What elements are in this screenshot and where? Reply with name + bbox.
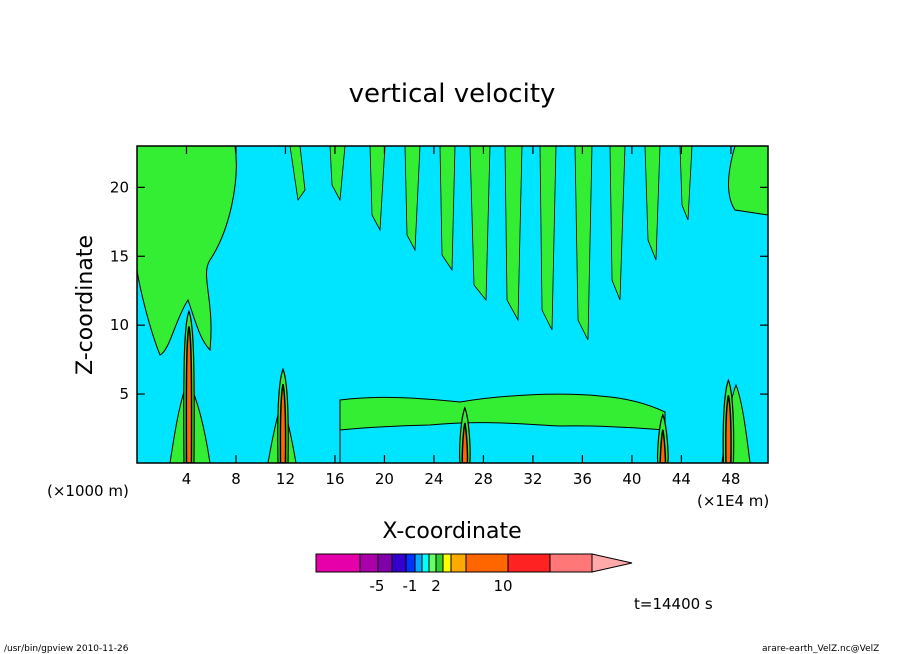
x-axis-label: X-coordinate	[382, 519, 521, 544]
colorbar-cell	[442, 553, 452, 573]
colorbar-cell	[315, 553, 361, 573]
updraft-core	[659, 429, 667, 463]
y-tick-label: 10	[110, 316, 129, 334]
x-tick-label: 36	[573, 470, 592, 488]
colorbar-cell	[507, 553, 551, 573]
x-tick-label: 44	[672, 470, 691, 488]
colorbar-cell	[414, 553, 423, 573]
colorbar-arrow	[591, 553, 633, 573]
green-lobe-right	[728, 146, 768, 216]
colorbar-cell	[549, 553, 593, 573]
colorbar-cell	[450, 553, 467, 573]
y-tick-label: 20	[110, 178, 129, 196]
x-tick-label: 48	[721, 470, 740, 488]
footer-right: arare-earth_VelZ.nc@VelZ	[762, 644, 879, 654]
x-tick-label: 20	[375, 470, 394, 488]
chart-title: vertical velocity	[349, 79, 556, 109]
colorbar-cell	[435, 553, 444, 573]
footer-left: /usr/bin/gpview 2010-11-26	[4, 644, 129, 654]
colorbar-cell	[377, 553, 393, 573]
plot-area	[136, 145, 769, 464]
updraft-cores	[183, 309, 735, 463]
green-lobe-left	[137, 146, 237, 356]
x-tick-label: 8	[231, 470, 241, 488]
colorbar-cell	[428, 553, 437, 573]
time-label: t=14400 s	[634, 595, 713, 613]
contour-layer	[137, 146, 768, 463]
green-top-streaks	[289, 146, 693, 341]
x-tick-label: 32	[523, 470, 542, 488]
updraft-core	[725, 395, 732, 463]
y-tick-label: 15	[110, 247, 129, 265]
colorbar-cell	[359, 553, 379, 573]
colorbar-cell	[391, 553, 407, 573]
x-tick-label: 24	[424, 470, 443, 488]
colorbar-labels: -5 -1 2 10	[370, 577, 513, 595]
y-tick-label: 5	[119, 385, 129, 403]
x-axis: 4 8 12 16 20 24 28 32 36 40 44 48	[182, 146, 740, 488]
colorbar-label: 10	[493, 577, 512, 595]
x-unit-right: (×1E4 m)	[697, 492, 769, 510]
updraft-core	[185, 326, 193, 463]
x-tick-label: 4	[182, 470, 192, 488]
plot-frame	[136, 145, 769, 464]
colorbar-label: -1	[403, 577, 418, 595]
x-tick-label: 40	[622, 470, 641, 488]
colorbar-cell	[405, 553, 416, 573]
x-unit-left: (×1000 m)	[47, 482, 129, 500]
x-tick-label: 16	[325, 470, 344, 488]
colorbar-label: -5	[370, 577, 385, 595]
colorbar	[315, 553, 633, 573]
y-axis: 5 10 15 20	[110, 178, 768, 403]
colorbar-cell	[465, 553, 509, 573]
y-axis-label: Z-coordinate	[73, 235, 98, 375]
x-tick-label: 28	[474, 470, 493, 488]
updraft-core	[461, 422, 469, 463]
colorbar-cell	[421, 553, 430, 573]
x-tick-label: 12	[276, 470, 295, 488]
colorbar-label: 2	[431, 577, 441, 595]
updraft-core	[279, 384, 287, 463]
